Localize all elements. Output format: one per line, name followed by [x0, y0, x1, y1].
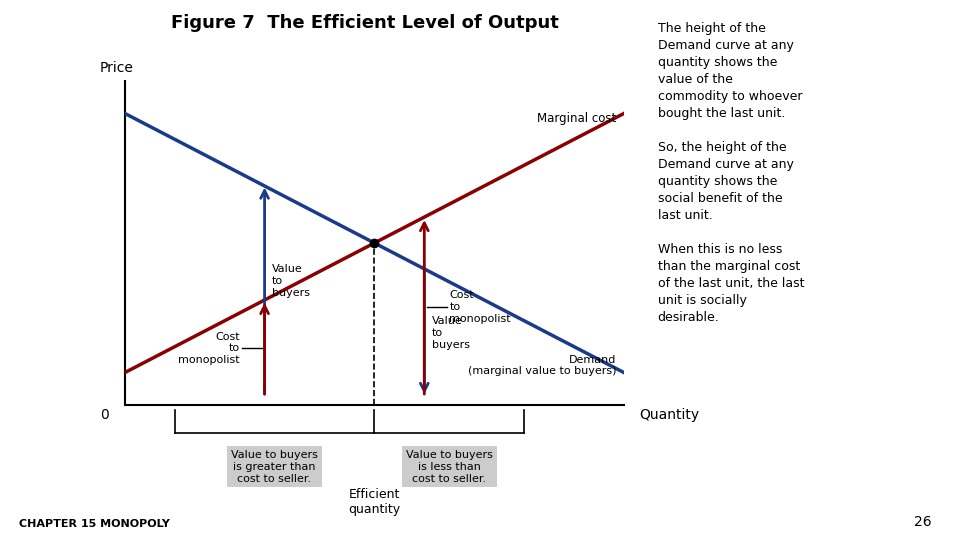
Text: Marginal cost: Marginal cost [538, 112, 616, 125]
Text: Value
to
buyers: Value to buyers [432, 316, 469, 349]
Text: Value to buyers
is greater than
cost to seller.: Value to buyers is greater than cost to … [231, 450, 318, 483]
Text: Value to buyers
is less than
cost to seller.: Value to buyers is less than cost to sel… [406, 450, 492, 483]
Text: CHAPTER 15 MONOPOLY: CHAPTER 15 MONOPOLY [19, 519, 170, 529]
Text: Efficient
quantity: Efficient quantity [348, 488, 400, 516]
Text: The height of the
Demand curve at any
quantity shows the
value of the
commodity : The height of the Demand curve at any qu… [658, 22, 804, 323]
Text: Figure 7  The Efficient Level of Output: Figure 7 The Efficient Level of Output [171, 14, 559, 31]
Text: Demand
(marginal value to buyers): Demand (marginal value to buyers) [468, 355, 616, 376]
Text: Price: Price [100, 60, 133, 75]
Text: Cost
to
monopolist: Cost to monopolist [449, 291, 511, 323]
Text: 26: 26 [914, 515, 931, 529]
Text: Cost
to
monopolist: Cost to monopolist [178, 332, 240, 365]
Text: Value
to
buyers: Value to buyers [272, 265, 310, 298]
Text: 0: 0 [101, 408, 109, 422]
Text: Quantity: Quantity [639, 408, 699, 422]
